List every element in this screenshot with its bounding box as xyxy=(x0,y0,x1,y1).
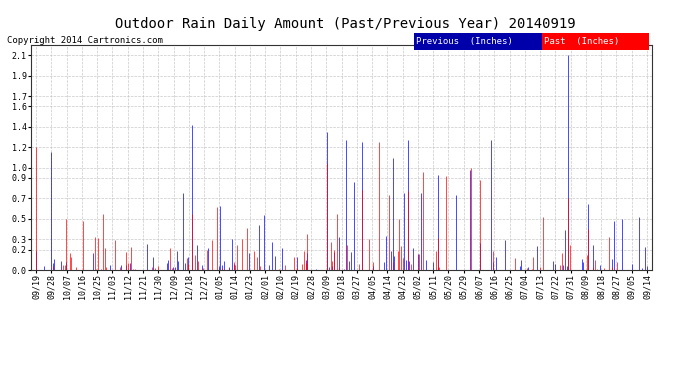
Text: Copyright 2014 Cartronics.com: Copyright 2014 Cartronics.com xyxy=(7,36,163,45)
Text: Previous  (Inches): Previous (Inches) xyxy=(416,37,513,46)
Text: Past  (Inches): Past (Inches) xyxy=(544,37,619,46)
Text: Outdoor Rain Daily Amount (Past/Previous Year) 20140919: Outdoor Rain Daily Amount (Past/Previous… xyxy=(115,17,575,31)
